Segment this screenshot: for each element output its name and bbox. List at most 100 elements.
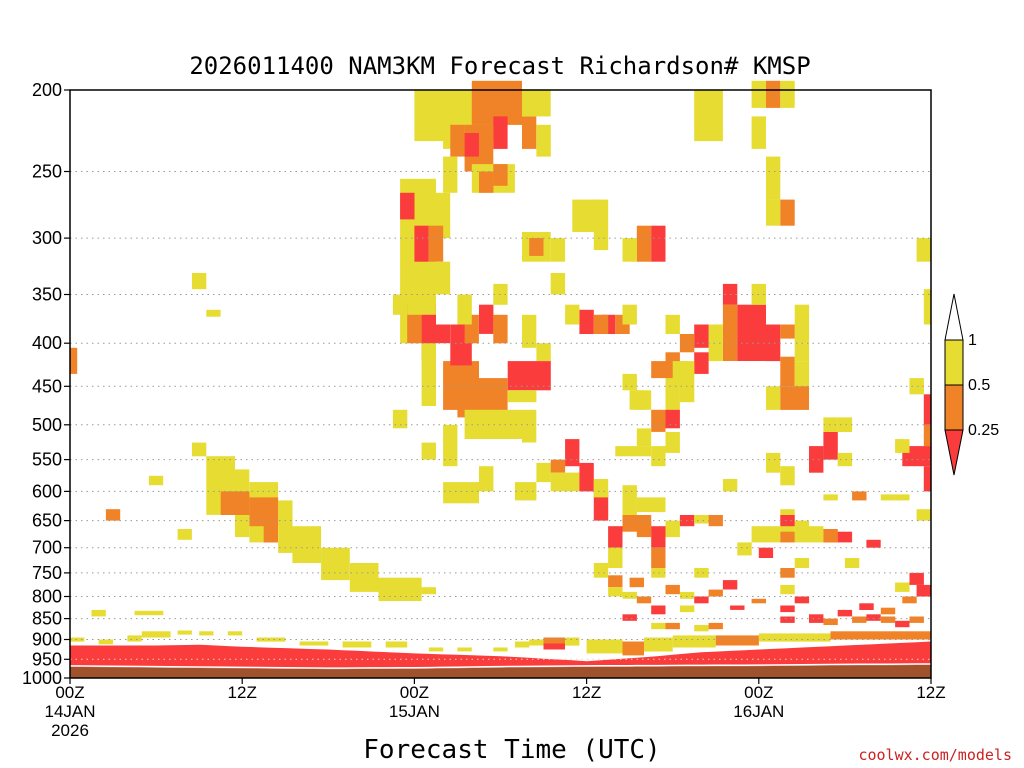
y-tick-label: 750 [32, 563, 62, 583]
x-tick-label: 16JAN [733, 702, 784, 721]
ri-cell [679, 591, 695, 599]
ri-cell [644, 637, 673, 652]
ri-cell [780, 386, 809, 410]
y-tick-label: 600 [32, 481, 62, 501]
y-tick-label: 250 [32, 162, 62, 182]
legend-label: 0.25 [968, 422, 999, 439]
ri-cell [493, 314, 508, 344]
ri-cell [514, 641, 530, 648]
ri-cell [722, 580, 738, 590]
ri-cell [565, 637, 580, 646]
legend-swatch-yellow [944, 339, 964, 386]
ri-cell [421, 587, 436, 595]
ri-cell [98, 639, 114, 645]
ri-cell [636, 596, 652, 604]
legend-label: 0.5 [968, 377, 990, 394]
y-tick-label: 1000 [22, 668, 62, 688]
ri-cell [543, 643, 565, 650]
ri-cell [780, 466, 795, 486]
ri-cell [679, 605, 695, 613]
ri-cell [378, 577, 422, 601]
y-tick-label: 300 [32, 228, 62, 248]
ri-cell [794, 304, 810, 344]
ri-cell [909, 572, 924, 585]
chart-title: 2026011400 NAM3KM Forecast Richardson# K… [189, 52, 810, 80]
ri-cell [127, 635, 142, 642]
ri-cell [622, 614, 637, 621]
ri-cell [177, 630, 192, 635]
ri-cell [694, 568, 709, 578]
x-tick-label: 14JAN [44, 702, 95, 721]
ri-cell [493, 164, 508, 186]
ri-cell [758, 633, 831, 642]
ri-cell [579, 462, 594, 492]
ri-cell [479, 466, 494, 492]
ri-cell [342, 641, 372, 648]
ri-cell [866, 614, 881, 621]
ri-cell [852, 491, 867, 501]
ri-cell [830, 631, 931, 640]
ri-cell [708, 589, 723, 597]
ri-cell [923, 466, 931, 492]
y-tick-label: 450 [32, 376, 62, 396]
ri-cell [636, 390, 652, 410]
ri-cell [708, 515, 723, 527]
ri-cell [464, 409, 522, 439]
ri-cell [665, 314, 680, 334]
ri-cell [766, 80, 781, 108]
ri-cell [543, 637, 565, 644]
ri-cell [550, 472, 580, 492]
ri-cell [177, 529, 192, 540]
ri-cell [199, 631, 214, 636]
ri-cell [651, 605, 666, 615]
ri-cell [766, 199, 781, 226]
credit-text: coolwx.com/models [858, 746, 1012, 764]
ri-cell [608, 526, 623, 548]
ri-cell [622, 238, 637, 262]
ri-cell [529, 238, 544, 256]
ri-cell [636, 428, 652, 447]
ri-cell [880, 607, 896, 615]
ri-cell [392, 294, 408, 315]
ri-cell [780, 199, 795, 226]
legend-swatch-gt1 [944, 293, 964, 341]
ri-cell [457, 294, 472, 325]
ri-cell [522, 409, 537, 443]
ri-cell [651, 225, 666, 262]
ri-cell [421, 442, 436, 460]
ri-cell [443, 156, 458, 193]
ri-cell [665, 622, 680, 630]
y-tick-label: 950 [32, 649, 62, 669]
color-legend: 1 0.5 0.25 [944, 293, 999, 476]
surface-line [69, 663, 931, 669]
ri-cell [780, 80, 795, 108]
ri-cell [435, 324, 451, 344]
ri-cell [766, 156, 781, 200]
ri-cell [141, 631, 171, 638]
ri-cell [622, 641, 644, 656]
ri-cell [722, 479, 738, 492]
ri-cell [622, 485, 637, 521]
ri-cell [70, 637, 85, 642]
ri-cell [665, 409, 680, 429]
richardson-cells [70, 80, 931, 656]
ri-cell [694, 596, 709, 604]
ri-cell [227, 631, 243, 636]
ri-cell [565, 439, 580, 467]
ri-cell [593, 314, 609, 334]
ri-cell [593, 563, 609, 578]
ri-cell [105, 509, 121, 521]
ri-cell [349, 563, 379, 592]
y-tick-label: 650 [32, 511, 62, 531]
ri-cell [916, 584, 931, 597]
ri-cell [837, 452, 853, 467]
y-tick-label: 850 [32, 609, 62, 629]
y-tick-label: 900 [32, 630, 62, 650]
ri-cell [766, 324, 781, 362]
ri-cell [794, 361, 810, 395]
ri-cell [766, 452, 781, 473]
ri-cell [622, 304, 637, 325]
ri-cell [457, 647, 472, 652]
ri-cell [916, 238, 931, 262]
ri-cell [751, 526, 781, 543]
